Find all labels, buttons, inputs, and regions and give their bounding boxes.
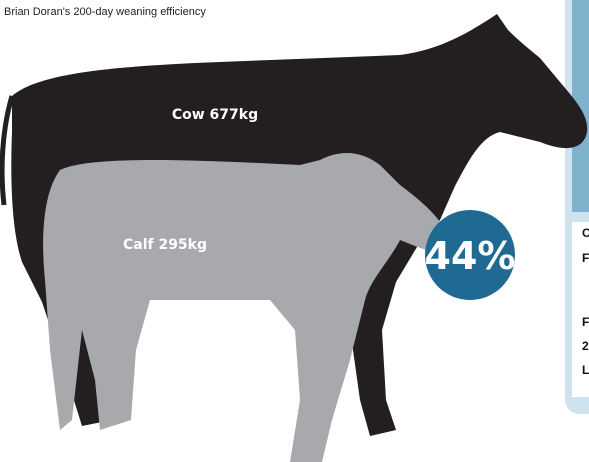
percent-value: 44%	[425, 234, 516, 278]
side-letter: F	[582, 251, 589, 265]
side-letter: L	[582, 363, 589, 377]
subtitle: Brian Doran's 200-day weaning efficiency	[4, 6, 206, 18]
cow-tail	[0, 95, 15, 206]
side-letter: 2	[582, 339, 589, 353]
side-photo	[572, 0, 589, 212]
calf-silhouette	[43, 153, 448, 462]
side-letter: C	[582, 226, 589, 240]
side-table	[572, 222, 589, 397]
percent-badge	[425, 210, 515, 300]
cow-label: Cow 677kg	[172, 107, 258, 123]
side-letter: F	[582, 315, 589, 329]
calf-label: Calf 295kg	[123, 237, 207, 253]
